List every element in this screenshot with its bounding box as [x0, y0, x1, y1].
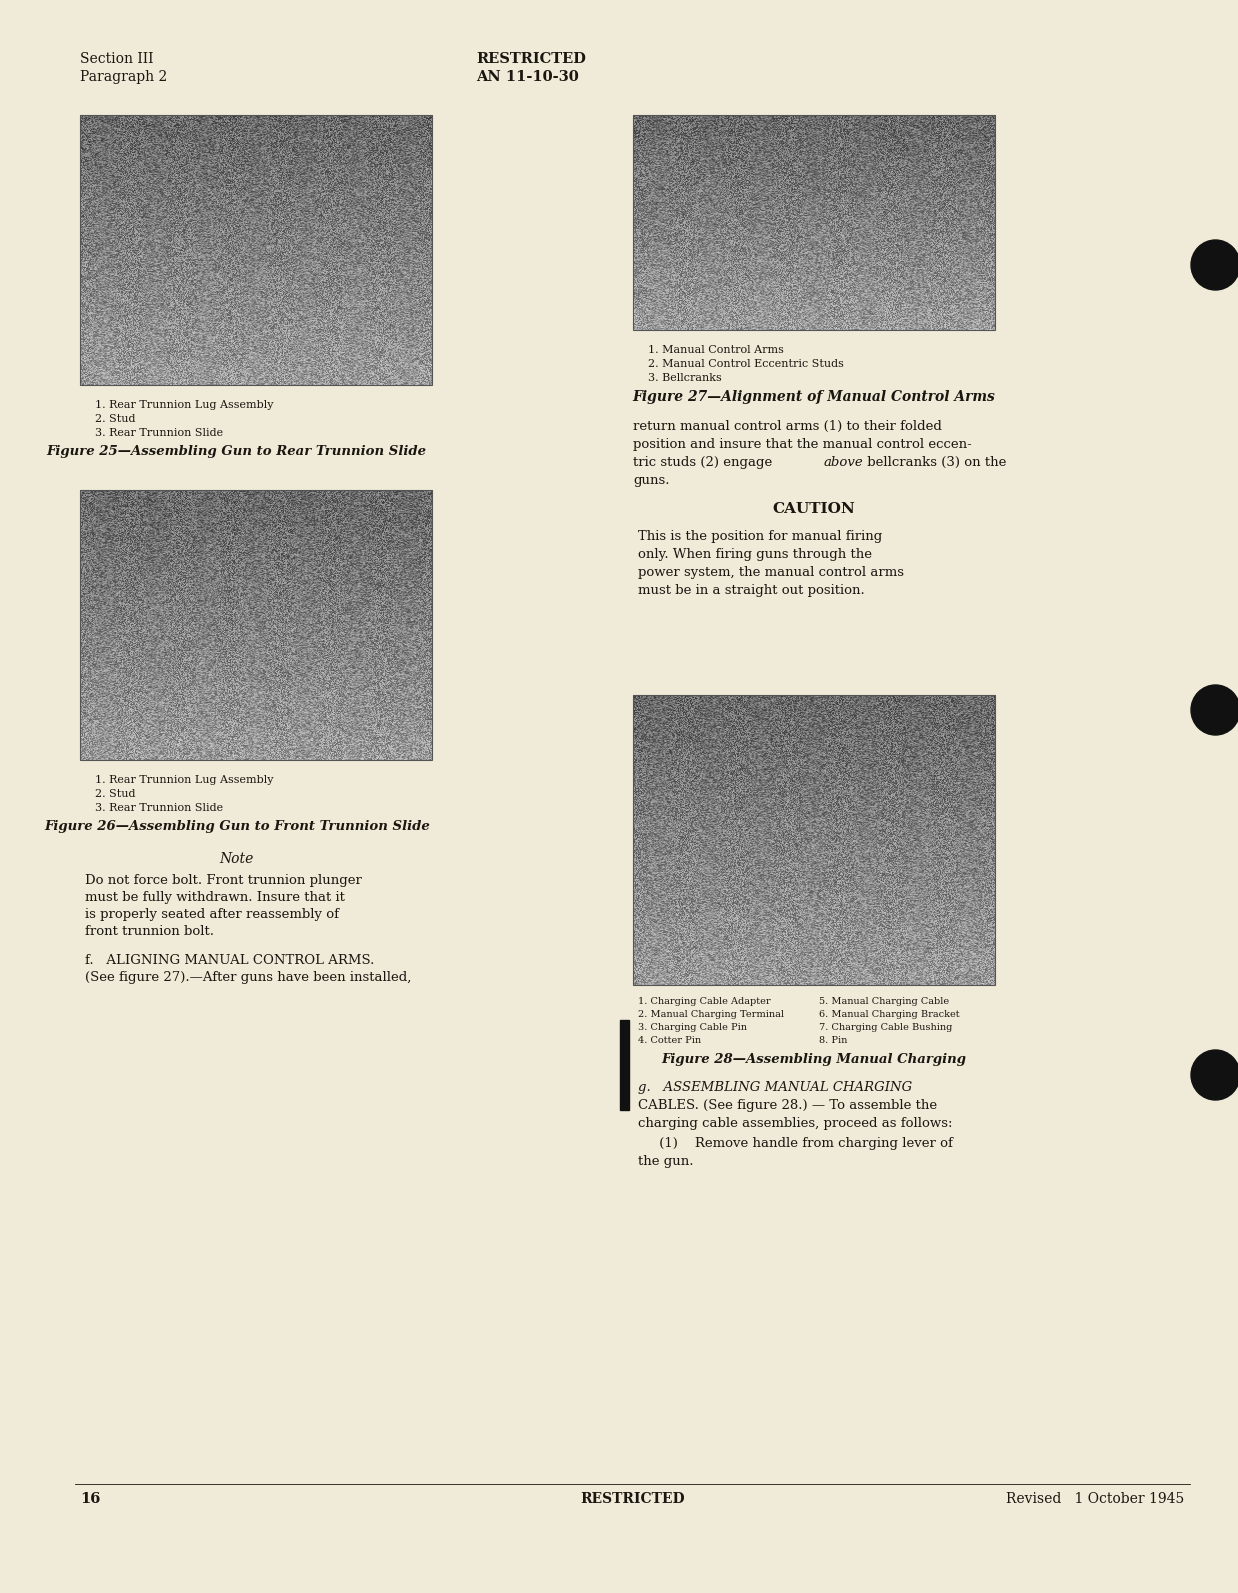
Text: RESTRICTED: RESTRICTED — [579, 1493, 685, 1505]
Text: AN 11-10-30: AN 11-10-30 — [477, 70, 579, 84]
Text: only. When firing guns through the: only. When firing guns through the — [638, 548, 872, 561]
Text: (See figure 27).—After guns have been installed,: (See figure 27).—After guns have been in… — [85, 972, 411, 984]
Text: must be in a straight out position.: must be in a straight out position. — [638, 585, 865, 597]
Text: Figure 27—Alignment of Manual Control Arms: Figure 27—Alignment of Manual Control Ar… — [633, 390, 995, 405]
Text: 4. Cotter Pin: 4. Cotter Pin — [638, 1035, 701, 1045]
Text: power system, the manual control arms: power system, the manual control arms — [638, 566, 904, 578]
Text: the gun.: the gun. — [638, 1155, 693, 1168]
Text: 2. Manual Control Eccentric Studs: 2. Manual Control Eccentric Studs — [647, 358, 843, 370]
Text: 3. Charging Cable Pin: 3. Charging Cable Pin — [638, 1023, 747, 1032]
Text: 3. Rear Trunnion Slide: 3. Rear Trunnion Slide — [95, 803, 223, 812]
Bar — [633, 115, 995, 330]
Text: 6. Manual Charging Bracket: 6. Manual Charging Bracket — [820, 1010, 959, 1020]
Text: 1. Rear Trunnion Lug Assembly: 1. Rear Trunnion Lug Assembly — [95, 776, 274, 785]
Text: 2. Stud: 2. Stud — [95, 414, 135, 424]
Text: Figure 25—Assembling Gun to Rear Trunnion Slide: Figure 25—Assembling Gun to Rear Trunnio… — [47, 444, 427, 459]
Text: 2. Manual Charging Terminal: 2. Manual Charging Terminal — [638, 1010, 784, 1020]
Text: (1)    Remove handle from charging lever of: (1) Remove handle from charging lever of — [638, 1137, 953, 1150]
Text: Figure 28—Assembling Manual Charging: Figure 28—Assembling Manual Charging — [661, 1053, 967, 1066]
Text: 5. Manual Charging Cable: 5. Manual Charging Cable — [820, 997, 950, 1007]
Text: return manual control arms (1) to their folded: return manual control arms (1) to their … — [633, 421, 942, 433]
Text: 8. Pin: 8. Pin — [820, 1035, 848, 1045]
Text: f.   ALIGNING MANUAL CONTROL ARMS.: f. ALIGNING MANUAL CONTROL ARMS. — [85, 954, 374, 967]
Bar — [80, 491, 432, 760]
Text: tric studs (2) engage: tric studs (2) engage — [633, 456, 776, 468]
Text: 2. Stud: 2. Stud — [95, 789, 135, 800]
Text: Figure 26—Assembling Gun to Front Trunnion Slide: Figure 26—Assembling Gun to Front Trunni… — [43, 820, 430, 833]
Text: CAUTION: CAUTION — [773, 502, 855, 516]
Text: RESTRICTED: RESTRICTED — [477, 53, 587, 65]
Text: Paragraph 2: Paragraph 2 — [80, 70, 167, 84]
Text: 3. Rear Trunnion Slide: 3. Rear Trunnion Slide — [95, 429, 223, 438]
Circle shape — [1191, 1050, 1238, 1101]
Text: 3. Bellcranks: 3. Bellcranks — [647, 373, 722, 382]
Text: 1. Manual Control Arms: 1. Manual Control Arms — [647, 346, 784, 355]
Circle shape — [1191, 241, 1238, 290]
Text: must be fully withdrawn. Insure that it: must be fully withdrawn. Insure that it — [85, 890, 345, 903]
Text: 7. Charging Cable Bushing: 7. Charging Cable Bushing — [820, 1023, 952, 1032]
Text: 1. Rear Trunnion Lug Assembly: 1. Rear Trunnion Lug Assembly — [95, 400, 274, 409]
Text: 16: 16 — [80, 1493, 100, 1505]
Text: CABLES. (See figure 28.) — To assemble the: CABLES. (See figure 28.) — To assemble t… — [638, 1099, 937, 1112]
Bar — [620, 1020, 629, 1110]
Text: bellcranks (3) on the: bellcranks (3) on the — [863, 456, 1006, 468]
Bar — [80, 115, 432, 386]
Circle shape — [1191, 685, 1238, 734]
Text: front trunnion bolt.: front trunnion bolt. — [85, 926, 214, 938]
Text: is properly seated after reassembly of: is properly seated after reassembly of — [85, 908, 339, 921]
Text: 1. Charging Cable Adapter: 1. Charging Cable Adapter — [638, 997, 770, 1007]
Text: Note: Note — [219, 852, 254, 867]
Text: position and insure that the manual control eccen-: position and insure that the manual cont… — [633, 438, 972, 451]
Text: charging cable assemblies, proceed as follows:: charging cable assemblies, proceed as fo… — [638, 1117, 952, 1129]
Text: Section III: Section III — [80, 53, 154, 65]
Text: guns.: guns. — [633, 475, 670, 487]
Text: Revised   1 October 1945: Revised 1 October 1945 — [1006, 1493, 1185, 1505]
Text: Do not force bolt. Front trunnion plunger: Do not force bolt. Front trunnion plunge… — [85, 875, 361, 887]
Text: above: above — [825, 456, 864, 468]
Text: This is the position for manual firing: This is the position for manual firing — [638, 530, 883, 543]
Bar — [633, 695, 995, 984]
Text: g.   ASSEMBLING MANUAL CHARGING: g. ASSEMBLING MANUAL CHARGING — [638, 1082, 912, 1094]
